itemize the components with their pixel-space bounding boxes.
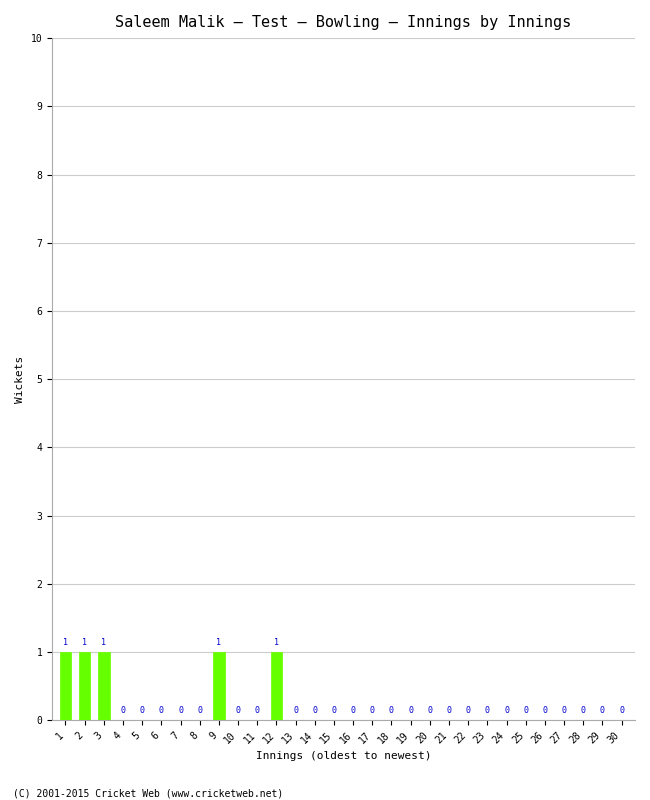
Text: 0: 0 [255,706,260,715]
Text: 0: 0 [542,706,547,715]
Text: 0: 0 [312,706,317,715]
Text: 0: 0 [562,706,567,715]
Text: 0: 0 [235,706,240,715]
Text: 0: 0 [600,706,605,715]
Text: 1: 1 [101,638,107,646]
Bar [60,652,72,720]
Text: 0: 0 [140,706,145,715]
Text: 0: 0 [408,706,413,715]
Title: Saleem Malik – Test – Bowling – Innings by Innings: Saleem Malik – Test – Bowling – Innings … [116,15,571,30]
Text: 1: 1 [63,638,68,646]
X-axis label: Innings (oldest to newest): Innings (oldest to newest) [255,751,431,761]
Text: 0: 0 [293,706,298,715]
Text: 0: 0 [465,706,471,715]
Bar [98,652,110,720]
Text: 0: 0 [197,706,202,715]
Text: 0: 0 [619,706,624,715]
Text: 0: 0 [523,706,528,715]
Y-axis label: Wickets: Wickets [15,356,25,403]
Bar [213,652,225,720]
Text: 0: 0 [427,706,432,715]
Text: (C) 2001-2015 Cricket Web (www.cricketweb.net): (C) 2001-2015 Cricket Web (www.cricketwe… [13,788,283,798]
Text: 0: 0 [504,706,509,715]
Text: 0: 0 [350,706,356,715]
Bar [270,652,282,720]
Text: 0: 0 [120,706,125,715]
Text: 0: 0 [370,706,375,715]
Text: 1: 1 [82,638,87,646]
Text: 0: 0 [447,706,452,715]
Text: 0: 0 [485,706,490,715]
Text: 1: 1 [216,638,222,646]
Text: 0: 0 [389,706,394,715]
Text: 0: 0 [159,706,164,715]
Text: 0: 0 [332,706,337,715]
Bar [79,652,90,720]
Text: 0: 0 [178,706,183,715]
Text: 0: 0 [580,706,586,715]
Text: 1: 1 [274,638,279,646]
